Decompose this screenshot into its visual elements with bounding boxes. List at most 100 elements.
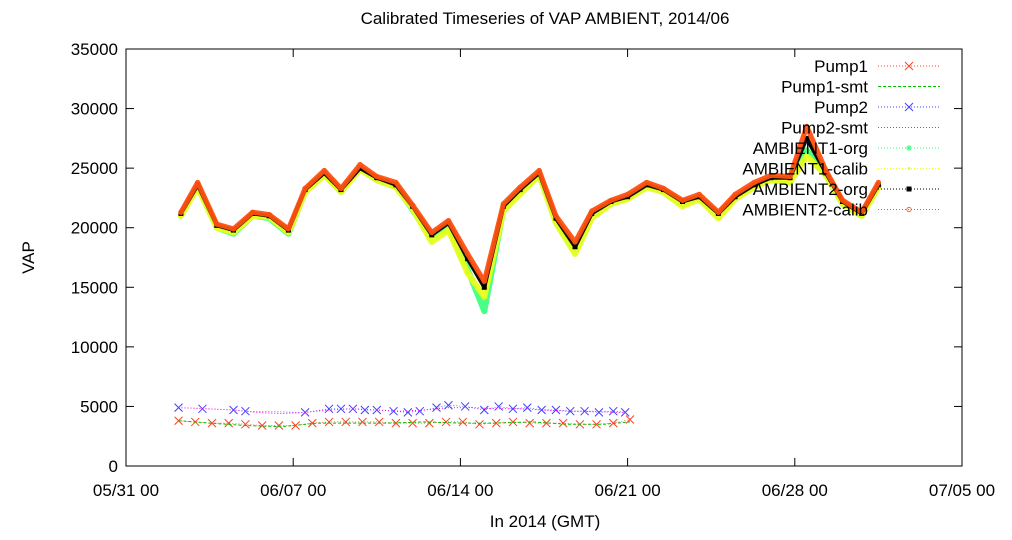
data-point <box>823 167 829 174</box>
data-point <box>805 154 809 158</box>
data-point <box>500 201 506 207</box>
x-tick-label: 06/21 00 <box>595 481 661 500</box>
data-point <box>553 213 559 219</box>
chart-title: Calibrated Timeseries of VAP AMBIENT, 20… <box>361 9 730 28</box>
series-line <box>178 407 628 415</box>
data-point <box>229 405 238 415</box>
data-point <box>302 185 308 191</box>
data-point <box>625 415 635 424</box>
data-point <box>508 404 518 414</box>
legend-marker <box>907 167 911 170</box>
data-point <box>573 252 577 256</box>
y-tick-label: 15000 <box>71 278 118 297</box>
data-point <box>803 147 810 154</box>
x-tick-label: 06/07 00 <box>260 481 326 500</box>
data-point <box>241 419 250 429</box>
data-point <box>558 418 568 428</box>
data-point <box>787 173 793 180</box>
data-point <box>429 229 435 236</box>
data-point <box>542 418 551 428</box>
legend-marker <box>906 145 912 151</box>
plot-frame <box>125 48 963 467</box>
data-point <box>198 404 207 414</box>
data-point <box>430 240 434 244</box>
series-pump1 <box>174 415 635 430</box>
data-point <box>460 402 470 411</box>
y-tick-label: 0 <box>109 457 118 476</box>
data-point <box>589 208 595 214</box>
data-point <box>441 417 451 427</box>
data-point <box>875 179 882 186</box>
data-point <box>360 405 370 415</box>
legend-marker <box>904 102 914 112</box>
legend-label: Pump2-smt <box>781 119 868 138</box>
data-point <box>565 406 575 416</box>
series-pump2 <box>174 400 630 417</box>
data-point <box>374 417 384 427</box>
data-point <box>517 184 523 190</box>
data-point <box>788 180 792 184</box>
x-tick-label: 06/28 00 <box>762 481 828 500</box>
x-tick-label: 06/14 00 <box>427 481 493 500</box>
data-point <box>608 406 618 416</box>
data-point <box>481 284 487 290</box>
y-axis: 0 5000 10000 15000 20000 25000 30000 35000 <box>71 40 962 476</box>
data-point <box>644 179 650 186</box>
data-point <box>536 167 542 174</box>
data-point <box>307 418 317 428</box>
data-point <box>445 217 452 224</box>
data-point <box>357 161 363 168</box>
data-point <box>804 135 810 141</box>
data-point <box>214 221 220 227</box>
data-point <box>321 167 327 174</box>
y-tick-label: 10000 <box>71 338 118 357</box>
data-point <box>446 228 450 232</box>
legend-marker <box>906 186 912 192</box>
legend-label: AMBIENT1-calib <box>742 160 868 179</box>
series-ambient2-calib <box>178 123 882 284</box>
data-point <box>374 173 380 180</box>
data-point <box>424 418 434 428</box>
data-point <box>679 197 686 203</box>
series-pump2-smt <box>178 407 628 415</box>
data-point <box>389 406 398 416</box>
data-point <box>274 421 284 430</box>
data-point <box>393 179 399 186</box>
data-point <box>195 179 201 186</box>
data-point <box>479 405 489 415</box>
data-point <box>624 191 631 197</box>
data-point <box>518 192 522 196</box>
data-point <box>408 418 417 428</box>
data-point <box>859 209 865 215</box>
legend-label: AMBIENT1-org <box>753 139 868 158</box>
data-point <box>494 402 503 411</box>
legend-label: Pump1 <box>814 57 868 76</box>
plot-series <box>174 123 882 430</box>
legend-label: Pump2 <box>814 98 868 117</box>
data-point <box>572 244 578 250</box>
x-tick-label: 07/05 00 <box>929 481 995 500</box>
y-tick-label: 35000 <box>71 40 118 59</box>
data-point <box>751 179 757 186</box>
data-point <box>696 191 702 197</box>
y-tick-label: 30000 <box>71 100 118 119</box>
data-point <box>249 209 256 215</box>
data-point <box>768 172 774 178</box>
data-point <box>572 239 578 245</box>
data-point <box>580 406 589 416</box>
legend-label: Pump1-smt <box>781 78 868 97</box>
x-axis-label: In 2014 (GMT) <box>490 512 601 531</box>
legend-label: AMBIENT2-org <box>753 180 868 199</box>
data-point <box>324 404 334 414</box>
data-point <box>522 403 532 412</box>
data-point <box>508 417 518 427</box>
y-tick-label: 5000 <box>80 397 118 416</box>
data-point <box>525 418 535 428</box>
data-point <box>458 417 468 427</box>
data-point <box>358 417 367 427</box>
data-point <box>415 406 425 416</box>
data-point <box>341 417 351 427</box>
data-point <box>324 417 334 427</box>
data-point <box>475 419 484 429</box>
data-point <box>608 197 614 203</box>
